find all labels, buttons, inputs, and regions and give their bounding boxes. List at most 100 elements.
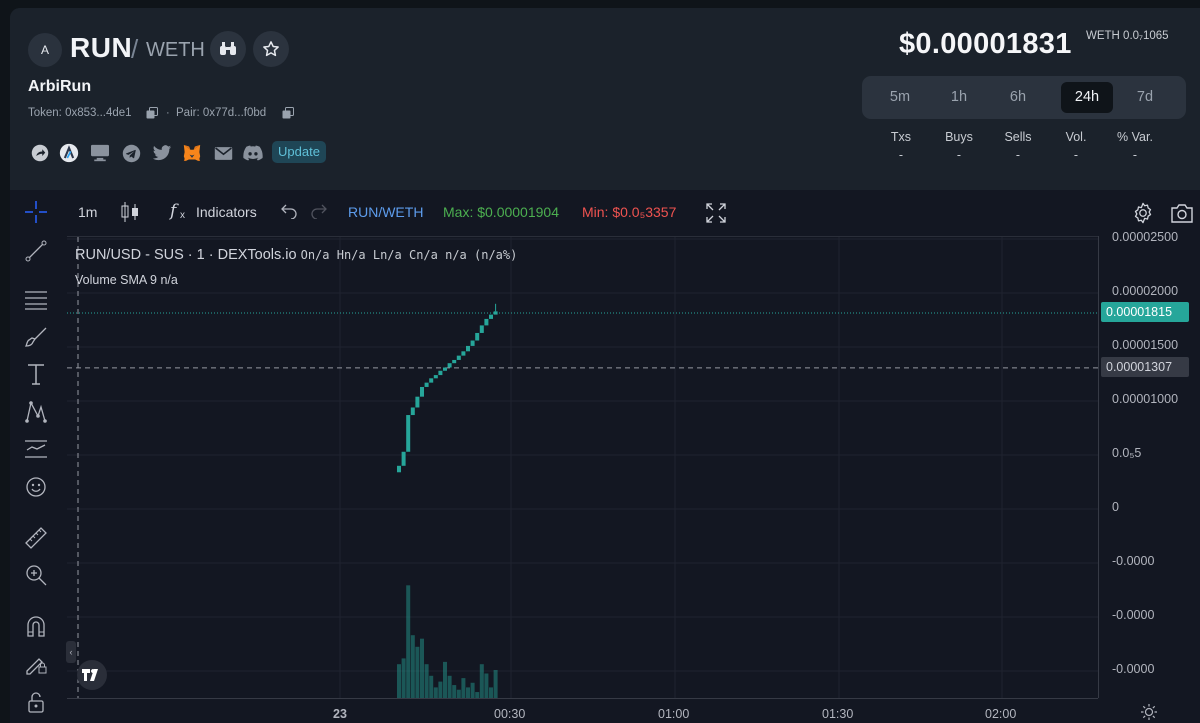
chart-container: 1m f x Indicators RUN/WETH Max: $0.00001…	[10, 190, 1200, 723]
telegram-link[interactable]	[121, 143, 141, 163]
timeframe-6h[interactable]: 6h	[1009, 89, 1027, 105]
volume-bar	[415, 646, 420, 699]
candle	[410, 407, 415, 416]
zoom-tool[interactable]	[24, 563, 48, 587]
candle	[461, 351, 466, 356]
emoji-tool[interactable]	[24, 475, 48, 499]
redo-button[interactable]	[310, 203, 328, 224]
fib-tool[interactable]	[24, 287, 48, 311]
website-link[interactable]	[90, 143, 110, 163]
timeframe-24h[interactable]: 24h	[1061, 82, 1113, 113]
collapse-toolbar-button[interactable]: ‹	[66, 641, 76, 663]
trend-line-tool[interactable]	[24, 239, 48, 263]
axis-settings-button[interactable]	[1141, 704, 1157, 723]
price-tick-label: -0.0000	[1112, 554, 1155, 568]
quote-symbol: WETH	[146, 39, 205, 61]
text-tool[interactable]	[24, 362, 48, 386]
token-name: ArbiRun	[28, 78, 92, 95]
address-separator: ·	[166, 107, 170, 119]
tradingview-logo[interactable]	[77, 660, 107, 690]
email-link[interactable]	[213, 143, 233, 163]
chart-plot-area[interactable]: RUN/USD - SUS · 1 · DEXTools.io On/a Hn/…	[66, 236, 1098, 699]
crosshair-tool[interactable]	[24, 200, 48, 224]
copy-pair-icon[interactable]	[282, 107, 294, 119]
candle	[433, 375, 438, 379]
prediction-tool[interactable]	[24, 437, 48, 461]
magnet-icon	[27, 616, 45, 637]
candle	[424, 382, 429, 387]
magnet-tool[interactable]	[24, 614, 48, 638]
twitter-icon	[152, 144, 172, 160]
timeframe-5m[interactable]: 5m	[889, 89, 911, 105]
token-header: A RUN / WETH ArbiRun Token: 0x853...4de1…	[10, 8, 1200, 190]
volume-bar	[397, 664, 401, 699]
current-price-tag: 0.00001815	[1101, 301, 1189, 322]
volume-legend: Volume SMA 9 n/a	[75, 273, 178, 287]
snapshot-button[interactable]	[1170, 203, 1194, 228]
price-tick-label: 0.0₅5	[1112, 446, 1142, 460]
discord-link[interactable]	[243, 143, 263, 163]
lock-tool[interactable]	[24, 690, 48, 714]
gear-icon	[1134, 202, 1152, 224]
favorite-button[interactable]	[253, 31, 289, 67]
app-frame: A RUN / WETH ArbiRun Token: 0x853...4de1…	[10, 8, 1200, 723]
legend-ohlc: On/a Hn/a Ln/a Cn/a n/a (n/a%)	[300, 248, 518, 262]
measure-tool[interactable]	[24, 526, 48, 550]
interval-button[interactable]: 1m	[78, 204, 98, 220]
timeframe-1h[interactable]: 1h	[950, 89, 968, 105]
volume-bar	[461, 678, 466, 699]
text-icon	[28, 364, 44, 385]
fullscreen-button[interactable]	[706, 203, 726, 228]
volume-bar	[452, 685, 457, 699]
timeframe-7d[interactable]: 7d	[1136, 89, 1154, 105]
arbitrum-link[interactable]	[59, 143, 79, 163]
current-price: $0.00001831	[899, 28, 1072, 60]
settings-button[interactable]	[1132, 202, 1154, 229]
candlestick-chart	[67, 237, 1098, 699]
metamask-link[interactable]	[182, 143, 202, 163]
volume-bar	[433, 687, 438, 699]
stat-txs-label: Txs	[890, 130, 912, 144]
brush-tool[interactable]	[24, 325, 48, 349]
stat-sells-label: Sells	[1004, 130, 1032, 144]
candle	[401, 451, 406, 466]
price-tick-label: 0.00001500	[1112, 338, 1179, 352]
candle	[484, 318, 489, 326]
token-address: Token: 0x853...4de1	[28, 107, 132, 119]
price-tick-label: 0.00001000	[1112, 392, 1179, 406]
price-tick-label: 0	[1112, 500, 1119, 514]
update-button[interactable]: Update	[272, 141, 326, 163]
candle	[479, 325, 484, 333]
copy-token-icon[interactable]	[146, 107, 158, 119]
indicators-button[interactable]: f x Indicators	[160, 200, 260, 224]
indicators-label: Indicators	[196, 204, 257, 220]
token-symbol: RUN	[70, 32, 133, 63]
pair-separator: /	[131, 34, 139, 64]
stat-buys-label: Buys	[945, 130, 973, 144]
chart-type-button[interactable]	[120, 201, 140, 228]
function-subscript: x	[180, 210, 185, 221]
undo-button[interactable]	[280, 203, 298, 224]
drawing-toolbar	[10, 190, 64, 723]
telegram-icon	[122, 144, 140, 162]
candle	[493, 311, 498, 315]
candle	[438, 370, 443, 376]
pencil-lock-icon	[26, 658, 47, 675]
candle	[489, 314, 493, 319]
price-axis[interactable]: 0.00002500 0.00002000 0.00001500 0.00001000…	[1098, 230, 1200, 698]
time-axis[interactable]: 23 00:30 01:00 01:30 02:00	[67, 698, 1098, 723]
volume-bar	[489, 687, 493, 699]
candle	[452, 359, 457, 364]
volume-bar	[438, 681, 443, 699]
twitter-link[interactable]	[152, 143, 172, 163]
stay-drawing-tool[interactable]	[24, 652, 48, 676]
volume-bar	[401, 658, 406, 699]
binoculars-button[interactable]	[210, 31, 246, 67]
candle	[420, 386, 424, 397]
volume-bar	[484, 673, 489, 699]
share-button[interactable]	[30, 143, 50, 163]
symbol-pair[interactable]: RUN/WETH	[348, 204, 424, 220]
pattern-tool[interactable]	[24, 400, 48, 424]
star-icon	[263, 41, 279, 57]
volume-bar	[456, 689, 461, 699]
